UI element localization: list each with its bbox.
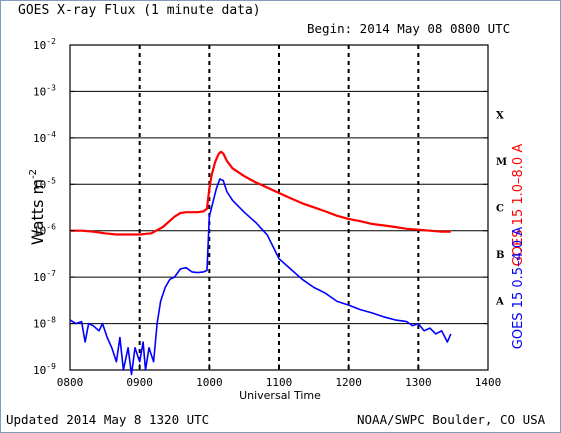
chart-title: GOES X-ray Flux (1 minute data)	[18, 3, 261, 18]
y-tick-label: 10-9	[33, 362, 56, 377]
x-tick-label: 0900	[126, 376, 153, 389]
y-axis-label: Watts m-2	[28, 169, 47, 245]
flare-class-B: B	[496, 250, 504, 261]
flare-class-M: M	[496, 157, 507, 168]
flare-class-C: C	[496, 204, 504, 215]
y-axis-ticks: 10-9 10-8 10-7 10-6 10-5 10-4 10-3 10-2	[33, 37, 488, 377]
y-axis-label-group: Watts m-2	[28, 169, 47, 245]
x-tick-label: 1300	[405, 376, 432, 389]
updated-timestamp: Updated 2014 May 8 1320 UTC	[6, 412, 210, 427]
x-tick-label: 0800	[57, 376, 84, 389]
x-axis-label: Universal Time	[239, 389, 321, 402]
x-tick-label: 1400	[475, 376, 502, 389]
series-line-0	[70, 150, 451, 236]
legend-series-red: GOES 15 1.0–8.0 A	[511, 144, 526, 267]
legend-series-blue-group: GOES 15 0.5–4.0 A	[511, 227, 526, 350]
x-tick-label: 1000	[196, 376, 223, 389]
series-layer	[69, 150, 452, 376]
legend-series-red-group: GOES 15 1.0–8.0 A	[511, 144, 526, 267]
flare-class-A: A	[495, 296, 504, 307]
y-tick-label: 10-8	[33, 316, 56, 331]
x-axis-ticks: 0800 0900 1000 1100 1200 1300 1400	[57, 364, 502, 389]
y-tick-label: 10-7	[33, 269, 56, 284]
series-line-1	[69, 178, 452, 376]
y-tick-label: 10-6	[33, 223, 56, 238]
credit-label: NOAA/SWPC Boulder, CO USA	[357, 412, 546, 427]
flare-class-labels: A B C M X	[495, 111, 507, 308]
begin-time-label: Begin: 2014 May 08 0800 UTC	[307, 21, 511, 36]
y-tick-label: 10-5	[33, 176, 56, 191]
flare-class-X: X	[496, 111, 504, 122]
legend-series-blue: GOES 15 0.5–4.0 A	[511, 227, 526, 350]
y-tick-label: 10-2	[33, 37, 56, 52]
x-tick-label: 1200	[335, 376, 362, 389]
y-tick-label: 10-3	[33, 83, 56, 98]
x-tick-label: 1100	[266, 376, 293, 389]
y-tick-label: 10-4	[33, 130, 56, 145]
grid	[70, 45, 488, 370]
